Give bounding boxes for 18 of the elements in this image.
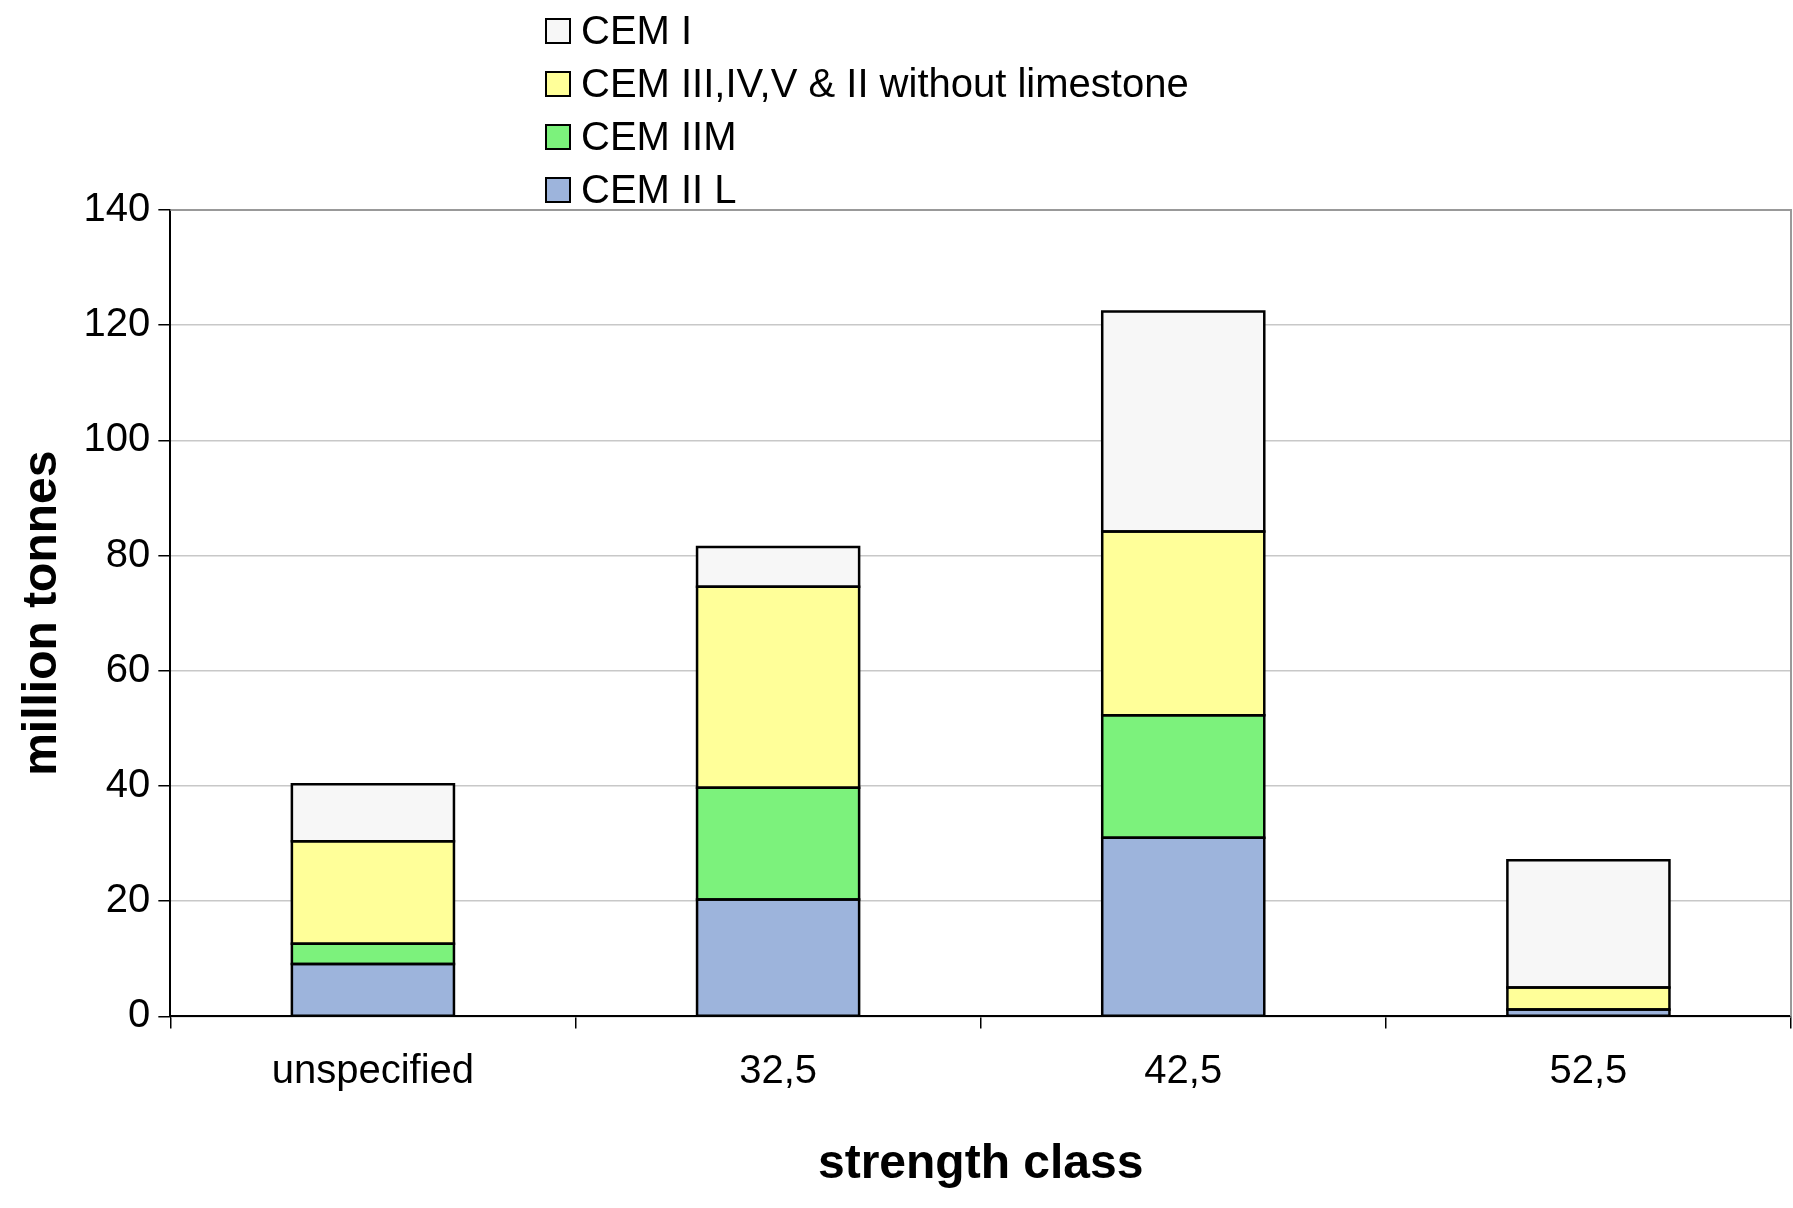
legend-label: CEM IIM (581, 113, 737, 160)
y-tick-label: 60 (105, 645, 151, 690)
x-tick-label: unspecified (271, 1047, 475, 1092)
y-tick-label: 0 (128, 991, 151, 1036)
y-axis-title: million tonnes (13, 450, 67, 776)
x-tick-label: 42,5 (1144, 1047, 1223, 1092)
x-axis-title: strength class (817, 1135, 1144, 1189)
y-tick-label: 100 (83, 415, 151, 460)
y-tick-label: 140 (83, 185, 151, 230)
y-tick-label: 40 (105, 761, 151, 806)
legend-label: CEM III,IV,V & II without limestone (581, 60, 1189, 107)
legend-label: CEM I (581, 7, 693, 54)
x-tick-label: 32,5 (739, 1047, 818, 1092)
legend-label: CEM II L (581, 166, 737, 213)
x-tick-label: 52,5 (1549, 1047, 1628, 1092)
y-tick-label: 120 (83, 300, 151, 345)
y-tick-label: 80 (105, 530, 151, 575)
y-tick-label: 20 (105, 876, 151, 921)
